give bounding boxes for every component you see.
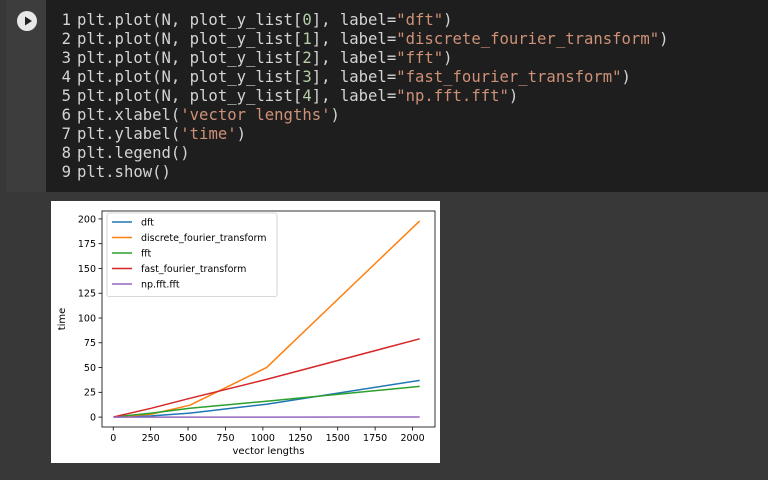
x-tick-label: 1500: [326, 433, 350, 444]
x-tick-label: 1000: [251, 433, 275, 444]
line-number: 4: [61, 68, 71, 86]
x-tick-label: 1750: [363, 433, 387, 444]
code-token: plt.xlabel(: [77, 106, 181, 124]
y-tick-label: 200: [78, 214, 96, 225]
code-token: ): [621, 68, 631, 86]
code-string: "fast_fourier_transform": [396, 68, 622, 86]
code-string: "np.fft.fft": [396, 87, 509, 105]
code-number: 4: [302, 87, 312, 105]
y-tick-label: 100: [78, 313, 96, 324]
legend-label: fft: [141, 248, 152, 259]
line-number: 5: [61, 87, 71, 105]
code-line[interactable]: 6 plt.xlabel('vector lengths'): [56, 106, 668, 125]
code-number: 0: [302, 11, 312, 29]
x-tick-label: 250: [142, 433, 160, 444]
line-number: 3: [61, 49, 71, 67]
code-string: 'time': [180, 125, 237, 143]
line-number: 2: [61, 30, 71, 48]
code-token: plt.legend(): [77, 144, 190, 162]
code-line[interactable]: 5 plt.plot(N, plot_y_list[4], label="np.f…: [56, 87, 668, 106]
run-cell-button[interactable]: [17, 11, 37, 31]
code-line[interactable]: 9 plt.show(): [56, 163, 668, 182]
line-number: 9: [61, 163, 71, 181]
code-token: ): [443, 11, 453, 29]
line-number: 6: [61, 106, 71, 124]
x-tick-label: 1250: [288, 433, 312, 444]
y-tick-label: 175: [78, 239, 96, 250]
line-number: 8: [61, 144, 71, 162]
code-token: ], label=: [311, 49, 397, 67]
series-line-fft: [113, 385, 420, 418]
code-token: ): [443, 49, 453, 67]
code-token: ], label=: [311, 87, 397, 105]
x-axis-label: vector lengths: [233, 446, 305, 457]
code-line[interactable]: 2 plt.plot(N, plot_y_list[1], label="disc…: [56, 30, 669, 49]
x-tick-label: 500: [179, 433, 197, 444]
cell-gutter: [6, 0, 46, 192]
code-string: "fft": [396, 49, 444, 67]
line-chart: 0 250 500 750 1000 1250 1500 1750 2000 0 25 50 75 100…: [57, 210, 436, 457]
code-token: ], label=: [311, 30, 397, 48]
y-tick-label: 150: [78, 264, 96, 275]
code-token: plt.show(): [77, 163, 171, 181]
y-tick-label: 0: [90, 412, 96, 423]
legend-label: fast_fourier_transform: [141, 264, 246, 275]
x-tick-label: 2000: [400, 433, 424, 444]
code-token: ): [659, 30, 669, 48]
code-line[interactable]: 8 plt.legend(): [56, 144, 668, 163]
y-tick-label: 25: [84, 388, 96, 399]
legend-label: np.fft.fft: [141, 279, 180, 290]
code-line[interactable]: 4 plt.plot(N, plot_y_list[3], label="fast…: [56, 68, 668, 87]
code-token: ): [330, 106, 340, 124]
line-number: 1: [61, 11, 71, 29]
legend-label: dft: [141, 217, 154, 228]
code-token: ): [236, 125, 247, 143]
code-token: plt.plot(N, plot_y_list[: [77, 11, 303, 29]
y-tick-label: 50: [84, 363, 96, 374]
code-number: 2: [302, 49, 312, 67]
code-token: plt.plot(N, plot_y_list[: [77, 87, 303, 105]
code-line[interactable]: 1 plt.plot(N, plot_y_list[0], label="dft"…: [56, 11, 668, 30]
legend-box: [106, 212, 278, 297]
line-number: 7: [61, 125, 71, 143]
play-icon: [25, 16, 32, 26]
code-text[interactable]: 1 plt.plot(N, plot_y_list[0], label="dft"…: [56, 11, 669, 182]
code-number: 3: [302, 68, 312, 86]
legend-label: discrete_fourier_transform: [141, 233, 267, 244]
code-token: ): [508, 87, 519, 105]
code-string: "discrete_fourier_transform": [396, 30, 660, 48]
code-line[interactable]: 7 plt.ylabel('time'): [56, 125, 668, 144]
x-tick-label: 0: [110, 433, 116, 444]
x-tick-label: 750: [216, 433, 234, 444]
code-string: 'vector lengths': [180, 106, 331, 124]
code-line[interactable]: 3 plt.plot(N, plot_y_list[2], label="fft"…: [56, 49, 668, 68]
code-token: plt.plot(N, plot_y_list[: [77, 68, 303, 86]
code-token: ], label=: [311, 11, 397, 29]
plot-figure: 0 250 500 750 1000 1250 1500 1750 2000 0 25 50 75 100…: [51, 201, 440, 463]
plot-frame: [101, 210, 436, 428]
code-editor[interactable]: [46, 0, 768, 192]
code-number: 1: [302, 30, 312, 48]
code-token: plt.plot(N, plot_y_list[: [77, 49, 303, 67]
y-tick-label: 125: [78, 289, 96, 300]
series-line-fast_fourier_transform: [113, 338, 420, 418]
code-string: "dft": [396, 11, 444, 29]
code-token: ], label=: [311, 68, 397, 86]
code-token: plt.plot(N, plot_y_list[: [77, 30, 303, 48]
code-token: plt.ylabel(: [77, 125, 181, 143]
y-tick-label: 75: [84, 338, 96, 349]
y-axis-label: time: [57, 308, 68, 331]
